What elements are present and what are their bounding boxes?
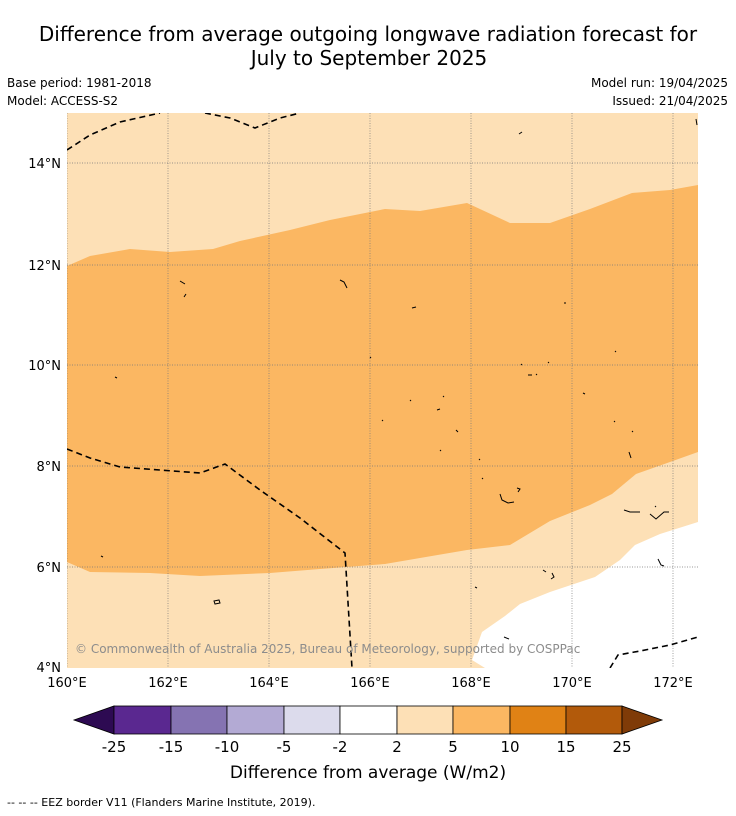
lon-tick-label: 172°E [653,676,693,691]
colorbar-tick-label: -25 [102,738,127,756]
island-shape [623,509,669,520]
title-line-2: July to September 2025 [250,46,488,70]
colorbar-tick-label: 5 [448,738,458,756]
colorbar-tick-label: 25 [612,738,631,756]
eez-border-north-2 [204,113,301,129]
colorbar [72,705,664,735]
colorbar-tick-label: 2 [392,738,402,756]
forecast-region-5-10 [67,185,698,576]
island-shape [478,458,484,480]
colorbar-segment [396,705,454,735]
meta-right: Model run: 19/04/2025 Issued: 21/04/2025 [591,76,728,112]
colorbar-segment [339,705,398,735]
colorbar-segment [565,705,623,735]
island-shape [695,118,698,126]
lon-axis: 160°E 162°E 164°E 166°E 168°E 170°E 172°… [47,676,693,691]
island-shape [179,280,187,298]
lon-tick-label: 168°E [451,676,491,691]
lat-tick-label: 14°N [28,157,61,172]
island-shape [409,395,445,411]
lat-tick-label: 6°N [37,561,62,576]
eez-border-southeast [609,636,698,668]
colorbar-segment [226,705,285,735]
islands [100,118,698,640]
lat-axis: 4°N 6°N 8°N 10°N 12°N 14°N [28,157,61,676]
eez-border-north [67,113,161,151]
issued-text: Issued: 21/04/2025 [612,94,728,108]
colorbar-tick-label: -15 [159,738,184,756]
colorbar-segment [283,705,341,735]
eez-borders [67,113,698,668]
island-shape [474,586,478,589]
island-shape [213,599,221,605]
lon-tick-label: 160°E [47,676,87,691]
island-shape [381,419,634,433]
colorbar-tick-label: -10 [215,738,240,756]
colorbar-tick-label: -2 [333,738,348,756]
map-area: © Commonwealth of Australia 2025, Bureau… [67,113,698,668]
colorbar-segment [170,705,228,735]
island-shape [614,350,617,353]
island-shape [518,131,523,135]
eez-legend-note: -- -- -- EEZ border V11 (Flanders Marine… [7,796,316,809]
chart-title: Difference from average outgoing longwav… [0,22,736,70]
colorbar-tick-label: 15 [556,738,575,756]
island-shape [100,555,104,558]
island-shape [439,449,632,459]
island-shape [657,558,665,567]
island-shape [411,306,417,309]
lat-tick-label: 8°N [37,460,62,475]
lat-tick-label: 4°N [37,661,62,676]
colorbar-segment [113,705,172,735]
island-shape [542,569,555,580]
copyright-text: © Commonwealth of Australia 2025, Bureau… [75,642,580,656]
colorbar-extend-low [72,705,115,735]
eez-border-west [67,448,353,668]
lon-tick-label: 166°E [350,676,390,691]
meta-left: Base period: 1981-2018 Model: ACCESS-S2 [7,76,152,112]
island-shape [114,376,118,379]
lat-tick-label: 10°N [28,359,61,374]
lon-tick-label: 164°E [249,676,289,691]
island-shape [520,361,550,376]
colorbar-extend-high [621,705,664,735]
title-line-1: Difference from average outgoing longwav… [38,22,698,46]
colorbar-segment [509,705,567,735]
island-shape [582,392,586,395]
island-shape [499,487,521,504]
colorbar-tick-label: -5 [277,738,292,756]
graticule [67,113,698,668]
colorbar-ticks: -25 -15 -10 -5 -2 2 5 10 15 25 [102,738,632,756]
model-text: Model: ACCESS-S2 [7,94,119,108]
island-shape [503,636,510,640]
forecast-region-minus2-2 [472,522,698,668]
model-run-text: Model run: 19/04/2025 [590,76,728,90]
island-shape [369,356,372,359]
island-shape [339,279,348,289]
island-shape [654,505,657,508]
base-period-text: Base period: 1981-2018 [7,76,152,90]
lat-tick-label: 12°N [28,259,61,274]
lon-tick-label: 170°E [552,676,592,691]
lon-tick-label: 162°E [148,676,188,691]
colorbar-segment [452,705,511,735]
colorbar-tick-label: 10 [500,738,519,756]
colorbar-label: Difference from average (W/m2) [230,763,506,783]
